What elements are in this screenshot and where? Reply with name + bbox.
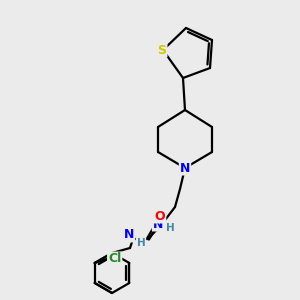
- Text: H: H: [136, 238, 146, 248]
- Text: N: N: [153, 218, 163, 230]
- Text: Cl: Cl: [108, 253, 121, 266]
- Text: N: N: [124, 229, 134, 242]
- Text: H: H: [166, 223, 174, 233]
- Text: O: O: [155, 209, 165, 223]
- Text: N: N: [180, 161, 190, 175]
- Text: S: S: [158, 44, 166, 56]
